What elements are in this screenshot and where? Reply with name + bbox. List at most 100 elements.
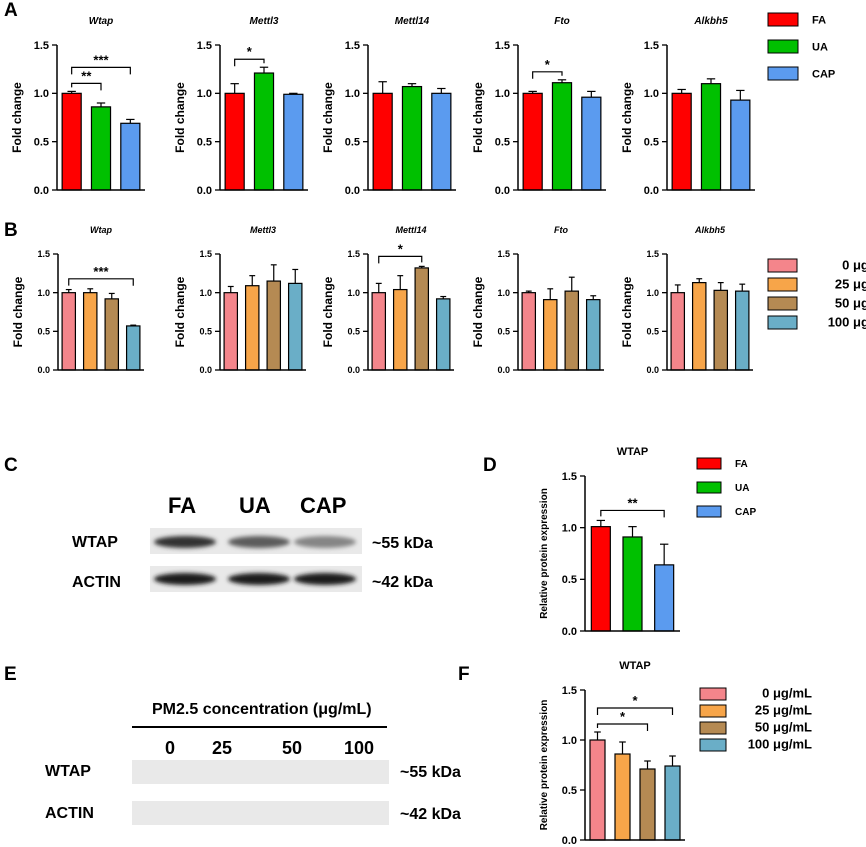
legend-panel-a: FA UA CAP [767, 12, 835, 81]
bar-25-g-ml [82, 292, 98, 371]
bar-ua [401, 85, 423, 191]
chart-title: Fto [554, 16, 570, 27]
blot-c-bands [150, 528, 362, 592]
legend-label: 0 μg/mL [842, 257, 866, 272]
bar-chart-b-alkbh5: Alkbh5 0.0 0.5 1.0 1.5 Fold change [620, 225, 753, 375]
bar-0-g-ml [61, 292, 77, 371]
significance-bracket [600, 509, 665, 518]
chart-title: Mettl14 [395, 16, 430, 27]
blot-c-lane-cap: CAP [300, 493, 347, 518]
bar-50-g-ml [414, 267, 430, 371]
y-tick-label: 0.0 [37, 365, 50, 375]
y-tick-label: 1.0 [562, 735, 577, 747]
bar-50-g-ml [713, 289, 729, 371]
y-axis-label: Fold change [471, 276, 485, 347]
bar-chart-a-wtap: Wtap 0.0 0.5 1.0 1.5 Fold change ***** [10, 16, 145, 197]
bar-chart-b-wtap: Wtap 0.0 0.5 1.0 1.5 Fold change *** [11, 225, 144, 375]
bar-50-g-ml [104, 298, 120, 371]
y-axis-label: Relative protein expression [539, 700, 550, 831]
legend-label: 50 μg/mL [835, 295, 866, 310]
blot-c-row-wtap-label: WTAP [72, 534, 118, 551]
legend-panel-f: 0 μg/mL 25 μg/mL 50 μg/mL 100 μg/mL [699, 686, 812, 752]
panel-letter-c: C [4, 455, 18, 476]
bar-25-g-ml [244, 285, 260, 371]
bar-25-g-ml [392, 288, 408, 371]
blot-band-actin [154, 573, 216, 585]
chart-title: Mettl3 [250, 225, 276, 235]
chart-title: Wtap [90, 225, 112, 235]
y-axis-label: Fold change [620, 82, 634, 153]
y-tick-label: 1.0 [644, 88, 659, 100]
legend-label: 100 μg/mL [748, 737, 812, 752]
y-tick-label: 1.0 [37, 288, 50, 298]
blot-band-actin [294, 573, 356, 585]
significance-bracket [71, 66, 131, 75]
bar-fa [61, 92, 82, 191]
y-axis-label: Fold change [321, 276, 335, 347]
y-tick-label: 1.5 [495, 40, 510, 52]
blot-e-row-wtap-label: WTAP [45, 763, 91, 780]
legend-swatch [696, 505, 722, 518]
legend-label: 100 μg/mL [828, 314, 866, 329]
legend-swatch [696, 481, 722, 494]
y-tick-label: 1.5 [34, 40, 49, 52]
legend-swatch [699, 704, 727, 718]
significance-label: * [398, 241, 404, 256]
y-tick-label: 0.0 [34, 185, 49, 197]
blot-e-actin-size: ~42 kDa [400, 806, 461, 823]
y-tick-label: 0.5 [646, 326, 659, 336]
y-tick-label: 1.0 [197, 88, 212, 100]
bar-chart-b-fto: Fto 0.0 0.5 1.0 1.5 Fold change [471, 225, 604, 375]
y-axis-label: Fold change [321, 82, 335, 153]
chart-title: Wtap [89, 16, 113, 27]
bar-chart-b-mettl3: Mettl3 0.0 0.5 1.0 1.5 Fold change [173, 225, 306, 375]
blot-c-row-actin-label: ACTIN [72, 574, 121, 591]
y-tick-label: 1.5 [644, 40, 659, 52]
y-tick-label: 1.5 [562, 471, 577, 483]
bar-ua [90, 106, 112, 191]
blot-band-wtap [294, 536, 356, 548]
panel-letter-a: A [4, 0, 18, 21]
y-tick-label: 1.0 [646, 288, 659, 298]
y-axis-label: Fold change [11, 276, 25, 347]
panel-letter-f: F [458, 664, 470, 685]
significance-label: * [247, 44, 253, 59]
y-axis-label: Relative protein expression [539, 488, 550, 619]
legend-label: CAP [735, 507, 756, 518]
legend-label: 50 μg/mL [755, 720, 812, 735]
bar-cap [283, 93, 304, 191]
legend-swatch [696, 457, 722, 470]
blot-c-lane-fa: FA [168, 493, 197, 518]
chart-title: Alkbh5 [693, 16, 728, 27]
bar-fa [372, 92, 393, 191]
chart-title: WTAP [619, 660, 651, 672]
y-tick-label: 1.5 [197, 40, 212, 52]
significance-bracket [596, 707, 674, 715]
y-tick-label: 0.0 [345, 185, 360, 197]
significance-label: * [620, 709, 626, 724]
significance-bracket [234, 58, 265, 67]
bar-cap [431, 92, 452, 191]
y-tick-label: 0.5 [347, 326, 360, 336]
bar-chart-a-alkbh5: Alkbh5 0.0 0.5 1.0 1.5 Fold change [620, 16, 755, 197]
y-tick-label: 0.0 [197, 185, 212, 197]
significance-label: *** [93, 52, 109, 67]
bar-50-g-ml [564, 290, 580, 371]
y-tick-label: 1.0 [562, 523, 577, 535]
bar-ua [622, 536, 643, 632]
g [132, 760, 389, 825]
significance-label: *** [93, 264, 109, 279]
y-tick-label: 0.5 [345, 137, 360, 149]
legend-label: 25 μg/mL [835, 276, 866, 291]
blot-e-header: PM2.5 concentration (μg/mL) [152, 701, 372, 718]
bar-100-g-ml [734, 290, 750, 371]
y-tick-label: 0.5 [644, 137, 659, 149]
significance-bracket [596, 723, 649, 731]
blot-layer [132, 528, 389, 825]
blot-e-wtap-size: ~55 kDa [400, 764, 461, 781]
y-tick-label: 1.0 [497, 288, 510, 298]
blot-e-lane-25: 25 [212, 738, 233, 758]
significance-label: ** [627, 495, 638, 510]
bar-50-g-ml [639, 768, 656, 841]
